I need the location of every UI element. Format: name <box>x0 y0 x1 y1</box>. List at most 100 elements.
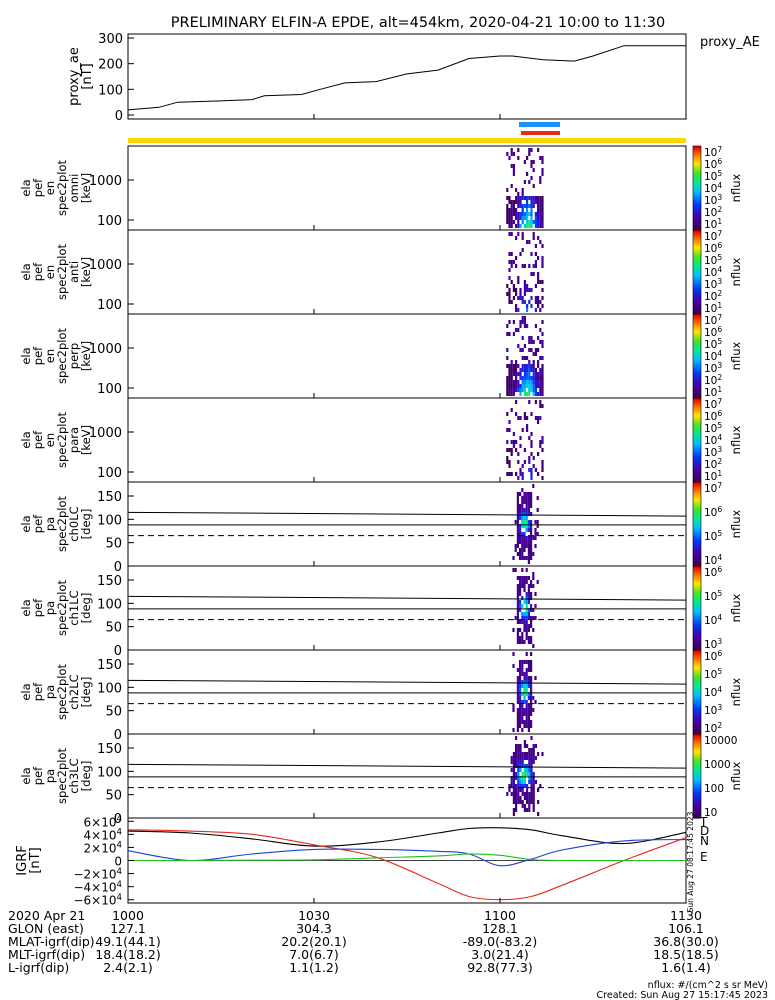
proxy-ae-line <box>127 45 686 111</box>
spectrogram-cell <box>521 760 524 764</box>
spectrogram-cell <box>508 212 511 216</box>
spectrogram-cell <box>530 624 533 628</box>
colorbar-step <box>693 807 701 811</box>
loss-cone-upper-line <box>127 595 687 601</box>
spectrogram-cell <box>516 680 519 684</box>
spectrogram-cell <box>532 464 535 468</box>
spectrogram-cell <box>526 772 529 776</box>
spectrogram-cell <box>521 596 524 600</box>
colorbar-step <box>693 475 701 479</box>
spectrogram-cell <box>508 384 511 388</box>
spectrogram-cell <box>510 232 513 236</box>
colorbar-step <box>693 307 701 311</box>
colorbar-step <box>693 362 701 365</box>
spectrogram-cell <box>541 388 544 392</box>
colorbar-step <box>693 557 701 561</box>
spectrogram-cell <box>530 296 533 300</box>
spectrogram-cell <box>534 244 537 248</box>
spectrogram-cell <box>523 368 526 372</box>
spectrogram-cell <box>530 432 533 436</box>
spectrogram-cell <box>527 624 530 628</box>
spectrogram-cell <box>528 220 531 224</box>
spectrogram-cell <box>525 652 528 656</box>
heatmap-cells <box>506 316 544 396</box>
colorbar-step <box>693 404 701 407</box>
row-value: 49.1(44.1) <box>95 934 160 949</box>
row-label: GLON (east) <box>8 921 84 936</box>
spectrogram-cell <box>525 576 528 580</box>
spectrogram-cell <box>523 680 526 684</box>
spectrogram-cell <box>512 388 515 392</box>
colorbar-step <box>693 725 701 729</box>
colorbar-step <box>693 572 701 575</box>
spectrogram-cell <box>530 520 533 524</box>
colorbar-step <box>693 450 701 454</box>
y-tick-label: 100 <box>97 513 122 528</box>
colorbar-step <box>693 704 701 708</box>
spectrogram-cell <box>512 756 515 760</box>
colorbar-step <box>693 158 701 162</box>
spectrogram-cell <box>519 556 522 560</box>
colorbar-step <box>693 293 701 296</box>
spectrogram-cell <box>515 804 518 808</box>
spectrogram-cell <box>521 640 524 644</box>
spectrogram-cell <box>539 328 542 332</box>
spectrogram-cell <box>519 388 522 392</box>
spectrogram-cell <box>521 524 524 528</box>
spectrogram-cell <box>515 376 518 380</box>
colorbar-step <box>693 185 701 189</box>
spectrogram-cell <box>521 708 524 712</box>
spectrogram-cell <box>527 728 530 732</box>
colorbar-step <box>693 192 701 195</box>
spectrogram-cell <box>519 696 522 700</box>
spectrogram-cell <box>532 748 535 752</box>
spectrogram-cell <box>539 208 542 212</box>
spectrogram-cell <box>527 696 530 700</box>
spectrogram-cell <box>530 604 533 608</box>
spectrogram-cell <box>521 472 524 476</box>
spectrogram-cell <box>510 360 513 364</box>
colorbar-tick-label: 106 <box>704 241 722 255</box>
colorbar-step <box>693 425 701 428</box>
spectrogram-cell <box>527 640 530 644</box>
colorbar-step <box>693 681 701 685</box>
colorbar-step <box>693 675 701 678</box>
spectrogram-cell <box>510 164 513 168</box>
colorbar-tick-label: 105 <box>704 169 722 183</box>
colorbar-tick-label: 103 <box>704 193 722 207</box>
spectrogram-cell <box>514 548 517 552</box>
colorbar-label: nflux <box>729 425 743 454</box>
spectrogram-cell <box>532 784 535 788</box>
spectrogram-cell <box>530 544 533 548</box>
y-tick-label: 0 <box>114 560 122 575</box>
spectrogram-cell <box>527 508 530 512</box>
spectrogram-cell <box>532 264 535 268</box>
spectrogram-cell <box>523 620 526 624</box>
colorbar-step <box>693 547 701 550</box>
colorbar-step <box>693 461 701 464</box>
colorbar-step <box>693 595 701 599</box>
spectrogram-cell <box>534 676 537 680</box>
spectrogram-cell <box>526 744 529 748</box>
spectrogram-cell <box>526 324 529 328</box>
spectrogram-cell <box>521 720 524 724</box>
y-axis-label: elapefenspec2plotanti[keV] <box>19 243 93 300</box>
y-tick-label: 200 <box>98 58 123 73</box>
colorbar-step <box>693 167 701 170</box>
spectrogram-cell <box>528 300 531 304</box>
spectrogram-cell <box>523 640 526 644</box>
y-tick-label: 1000 <box>89 426 122 441</box>
colorbar-step <box>693 559 701 563</box>
spectrogram-cell <box>527 552 530 556</box>
spectrogram-cell <box>519 704 522 708</box>
spectrogram-cell <box>510 280 513 284</box>
colorbar-step <box>693 799 701 802</box>
colorbar-step <box>693 696 701 699</box>
spectrogram-cell <box>526 304 529 308</box>
colorbar-step <box>693 398 701 401</box>
colorbar-step <box>693 347 701 351</box>
colorbar-step <box>693 341 701 344</box>
spectrogram-cell <box>532 644 535 648</box>
spectrogram-cell <box>517 156 520 160</box>
